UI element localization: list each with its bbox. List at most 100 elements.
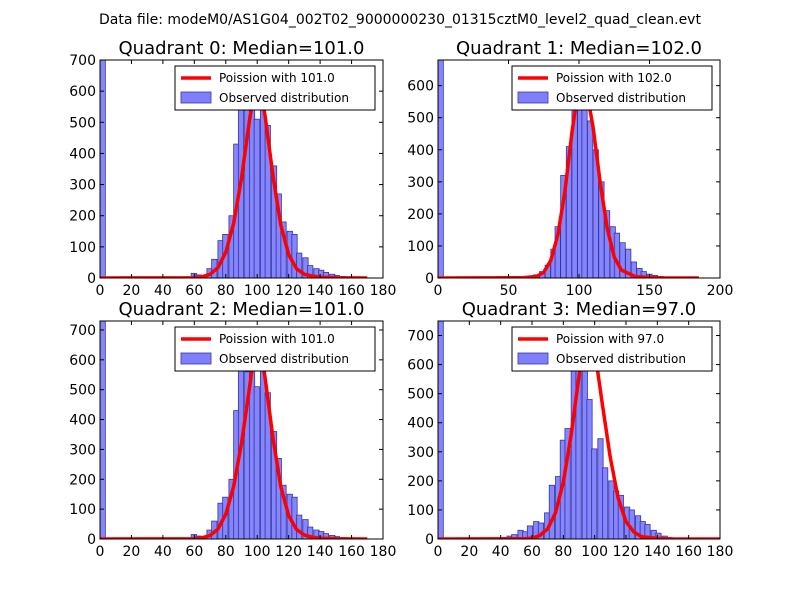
quadrant-1-legend-line-label: Poission with 102.0 xyxy=(556,71,672,85)
quadrant-2-y-tick-label: 500 xyxy=(69,383,96,399)
quadrant-2-x-tick-label: 160 xyxy=(338,544,365,560)
quadrant-1-histogram-bar xyxy=(581,88,588,278)
quadrant-2-histogram-bar xyxy=(296,514,303,539)
quadrant-3-histogram-bar xyxy=(548,484,555,539)
quadrant-3-histogram-bar xyxy=(438,321,444,539)
quadrant-3-histogram-bar xyxy=(644,524,651,539)
quadrant-2-panel: Quadrant 2: Median=101.0 0 20 40 60 80 100 120… xyxy=(69,299,396,560)
quadrant-3-y-tick-label: 100 xyxy=(407,503,434,519)
quadrant-3-y-tick-label: 0 xyxy=(425,532,434,548)
quadrant-2-x-tick-label: 20 xyxy=(123,544,141,560)
quadrant-0-y-tick-label: 600 xyxy=(69,84,96,100)
quadrant-3-axes-frame xyxy=(437,320,721,540)
quadrant-1-y-tick-label: 600 xyxy=(407,79,434,95)
quadrant-0-y-tick-label: 500 xyxy=(69,115,96,131)
quadrant-3-x-tick-label: 60 xyxy=(523,544,541,560)
quadrant-0-y-tick-label: 700 xyxy=(69,53,96,69)
quadrant-2-x-tick-label: 60 xyxy=(185,544,203,560)
quadrant-1-x-tick-label: 50 xyxy=(500,283,518,299)
quadrant-3-y-tick-label: 600 xyxy=(407,358,434,374)
quadrant-2-legend-line-label: Poission with 101.0 xyxy=(219,332,335,346)
quadrant-1-title: Quadrant 1: Median=102.0 xyxy=(456,38,702,59)
quadrant-0-x-tick-label: 100 xyxy=(244,283,271,299)
quadrant-3-legend-box xyxy=(511,326,713,372)
quadrant-3-y-tick-label: 700 xyxy=(407,329,434,345)
quadrant-0-y-tick-label: 400 xyxy=(69,146,96,162)
quadrant-0-x-tick-label: 180 xyxy=(370,283,397,299)
quadrant-0-panel: Quadrant 0: Median=101.0 0 20 40 60 80 100 120… xyxy=(69,38,396,299)
quadrant-3-x-tick-label: 100 xyxy=(581,544,608,560)
quadrant-0-legend-line-label: Poission with 101.0 xyxy=(219,71,335,85)
quadrant-2-y-tick-label: 400 xyxy=(69,413,96,429)
quadrant-3-y-tick-label: 200 xyxy=(407,474,434,490)
quadrant-3-x-tick-label: 40 xyxy=(492,544,510,560)
quadrant-3-x-tick-label: 180 xyxy=(707,544,734,560)
quadrant-2-legend: Poission with 101.0 Observed distribution xyxy=(174,326,376,372)
quadrant-1-y-tick-label: 500 xyxy=(407,111,434,127)
quadrant-3-x-tick-label: 140 xyxy=(644,544,671,560)
quadrant-0-y-tick-label: 0 xyxy=(87,271,96,287)
quadrant-2-legend-bar-swatch xyxy=(180,352,212,365)
quadrant-0-x-tick-label: 160 xyxy=(338,283,365,299)
quadrant-3-legend: Poission with 97.0 Observed distribution xyxy=(511,326,713,372)
quadrant-2-axes-frame xyxy=(99,320,384,540)
quadrant-3-x-tick-label: 80 xyxy=(554,544,572,560)
quadrant-1-legend-bar-swatch xyxy=(517,91,549,104)
quadrant-3-y-tick-label: 400 xyxy=(407,416,434,432)
quadrant-1-x-tick-label: 0 xyxy=(434,283,443,299)
quadrant-3-x-tick-label: 20 xyxy=(460,544,478,560)
quadrant-2-histogram-bar xyxy=(307,526,314,539)
quadrant-2-legend-box xyxy=(174,326,376,372)
quadrant-0-histogram-bar xyxy=(253,118,260,278)
quadrant-2-x-tick-label: 120 xyxy=(275,544,302,560)
quadrant-1-x-tick-label: 150 xyxy=(636,283,663,299)
quadrant-3-histogram-bar xyxy=(602,467,609,539)
quadrant-1-y-tick-label: 400 xyxy=(407,143,434,159)
quadrant-0-histogram-bar xyxy=(296,252,303,278)
quadrant-0-axes-frame xyxy=(99,59,384,279)
quadrant-0-histogram-bar xyxy=(100,60,106,278)
quadrant-0-legend-bar-swatch xyxy=(180,91,212,104)
quadrant-1-y-tick-label: 300 xyxy=(407,175,434,191)
quadrant-3-x-tick-label: 160 xyxy=(675,544,702,560)
quadrant-1-histogram-bar xyxy=(587,120,594,278)
quadrant-1-y-tick-label: 200 xyxy=(407,207,434,223)
quadrant-3-y-tick-label: 300 xyxy=(407,445,434,461)
quadrant-1-panel: Quadrant 1: Median=102.0 0 50 100 150 200 0 10… xyxy=(407,38,733,299)
quadrant-2-y-tick-label: 600 xyxy=(69,353,96,369)
quadrant-2-y-tick-label: 0 xyxy=(87,532,96,548)
quadrant-2-y-tick-label: 300 xyxy=(69,442,96,458)
quadrant-2-x-tick-label: 0 xyxy=(96,544,105,560)
quadrant-3-histogram-bar xyxy=(591,448,598,539)
quadrant-3-histogram-bar xyxy=(511,534,518,539)
quadrant-1-y-tick-label: 100 xyxy=(407,239,434,255)
quadrant-0-y-tick-label: 100 xyxy=(69,240,96,256)
quadrant-2-x-tick-label: 80 xyxy=(217,544,235,560)
quadrant-1-y-tick-label: 0 xyxy=(425,271,434,287)
quadrant-3-title: Quadrant 3: Median=97.0 xyxy=(462,299,697,320)
quadrant-2-x-tick-label: 180 xyxy=(370,544,397,560)
quadrant-0-x-tick-label: 120 xyxy=(275,283,302,299)
quadrant-3-x-tick-label: 120 xyxy=(613,544,640,560)
quadrant-1-legend: Poission with 102.0 Observed distribution xyxy=(511,65,713,111)
quadrant-2-x-tick-label: 40 xyxy=(154,544,172,560)
quadrant-3-y-tick-label: 500 xyxy=(407,387,434,403)
quadrant-2-y-tick-label: 700 xyxy=(69,323,96,339)
quadrant-0-legend: Poission with 101.0 Observed distribution xyxy=(174,65,376,111)
quadrant-2-x-tick-label: 100 xyxy=(244,544,271,560)
quadrant-0-y-tick-label: 300 xyxy=(69,178,96,194)
quadrant-2-x-tick-label: 140 xyxy=(307,544,334,560)
figure-suptitle: Data file: modeM0/AS1G04_002T02_90000002… xyxy=(99,12,701,28)
quadrant-3-legend-bar-label: Observed distribution xyxy=(556,352,686,366)
quadrant-0-y-tick-label: 200 xyxy=(69,209,96,225)
quadrant-2-legend-bar-label: Observed distribution xyxy=(219,352,349,366)
quadrant-2-y-tick-label: 200 xyxy=(69,472,96,488)
quadrant-0-x-tick-label: 0 xyxy=(96,283,105,299)
quadrant-0-x-tick-label: 20 xyxy=(123,283,141,299)
quadrant-0-x-tick-label: 40 xyxy=(154,283,172,299)
quadrant-3-legend-line-label: Poission with 97.0 xyxy=(556,332,664,346)
quadrant-3-legend-bar-swatch xyxy=(517,352,549,365)
quadrant-2-title: Quadrant 2: Median=101.0 xyxy=(119,299,365,320)
quadrant-0-x-tick-label: 60 xyxy=(185,283,203,299)
